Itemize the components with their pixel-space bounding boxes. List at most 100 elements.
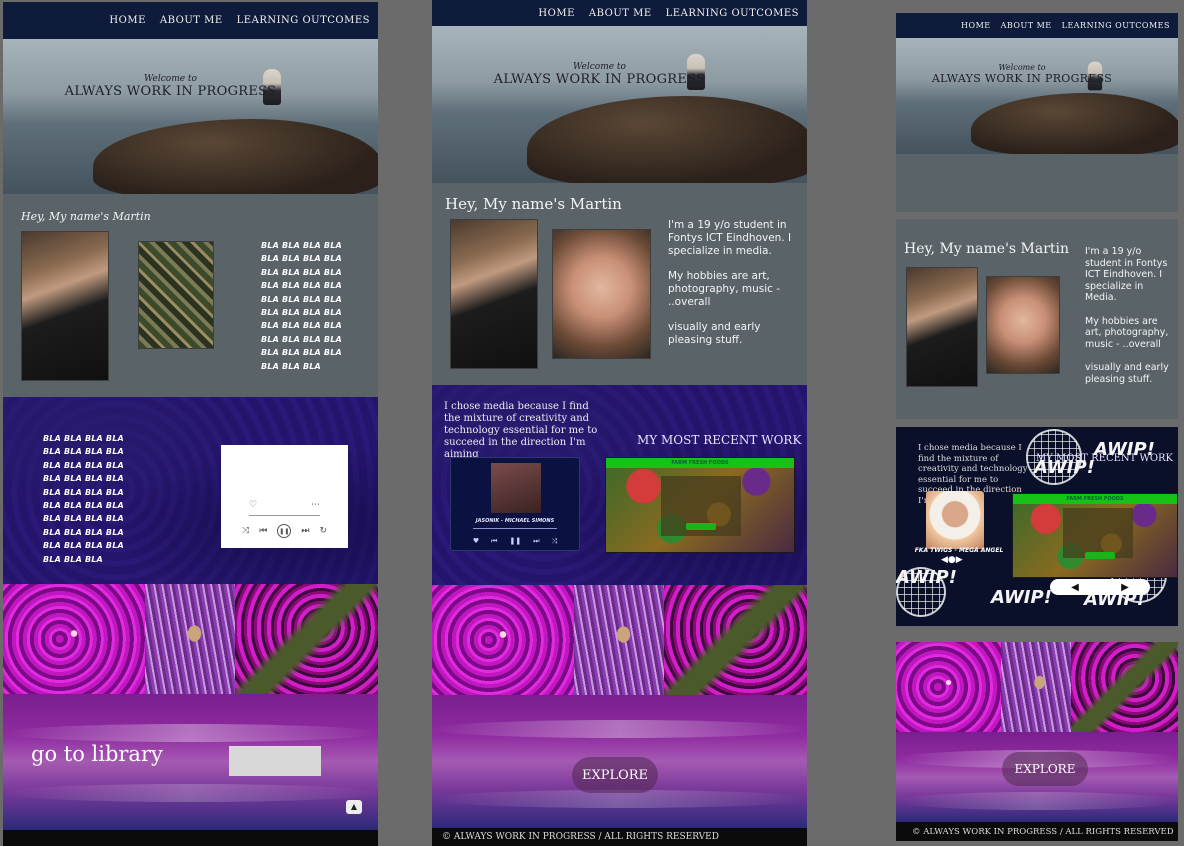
awip-text: AWIP! bbox=[1094, 439, 1155, 460]
prev-icon[interactable]: ⏮ bbox=[259, 526, 268, 536]
about-section: Hey, My name's Martin I'm a 19 y/o stude… bbox=[896, 219, 1178, 419]
photo-gallery bbox=[3, 584, 378, 694]
hero-welcome: Welcome to bbox=[144, 74, 197, 84]
hero-title: Welcome to ALWAYS WORK IN PROGRESS bbox=[432, 62, 807, 87]
nav-home[interactable]: HOME bbox=[538, 7, 575, 19]
hero-person bbox=[263, 69, 281, 105]
recent-work-title: MY MOST RECENT WORK bbox=[1036, 453, 1174, 464]
music-player: ♡ ⋯ ⤨ ⏮ ❚❚ ⏭ ↻ bbox=[221, 445, 348, 548]
scroll-top-icon[interactable]: ▲ bbox=[346, 800, 362, 814]
like-icon[interactable]: ♡ bbox=[249, 500, 258, 510]
about-greeting: Hey, My name's Martin bbox=[445, 195, 622, 213]
placeholder-text-block-2: BLA BLA BLA BLA BLA BLA BLA BLA BLA BLA BL… bbox=[43, 434, 124, 564]
awip-text: AWIP! bbox=[896, 567, 957, 588]
gallery-photo-3 bbox=[1071, 642, 1178, 732]
hero-banner: Welcome to ALWAYS WORK IN PROGRESS bbox=[896, 38, 1178, 154]
pause-icon[interactable]: ❚❚ bbox=[277, 524, 292, 538]
hero-rock bbox=[527, 96, 807, 183]
hero-rock bbox=[93, 119, 378, 194]
menu-icon[interactable]: ⋯ bbox=[311, 500, 320, 510]
gallery-photo-2 bbox=[145, 584, 235, 694]
hero-banner: Welcome to ALWAYS WORK IN PROGRESS bbox=[432, 26, 807, 183]
nav-learning-outcomes[interactable]: LEARNING OUTCOMES bbox=[236, 15, 370, 26]
next-icon[interactable]: ⏭ bbox=[301, 526, 310, 536]
music-player: JASONIK - MICHAEL SIMONS ♥ ⏮ ❚❚ ⏭ ⤨ bbox=[450, 457, 580, 551]
nav-about[interactable]: ABOUT ME bbox=[1000, 21, 1052, 30]
carousel-prev-icon[interactable]: ◀ bbox=[1071, 581, 1079, 593]
nav-home[interactable]: HOME bbox=[961, 21, 991, 30]
leaves-photo bbox=[138, 241, 214, 349]
library-button[interactable] bbox=[229, 746, 321, 776]
pause-icon[interactable]: ❚❚ bbox=[509, 537, 522, 545]
shuffle-icon[interactable]: ⤨ bbox=[242, 526, 250, 536]
farm-fresh-screenshot[interactable]: FARM FRESH FOODS bbox=[605, 457, 795, 553]
farm-fresh-screenshot[interactable]: FARM FRESH FOODS bbox=[1012, 493, 1178, 578]
hero-rock bbox=[971, 93, 1178, 154]
hero-welcome: Welcome to bbox=[998, 63, 1046, 72]
bio-line-1: I'm a 19 y/o student in Fontys ICT Eindh… bbox=[668, 219, 792, 257]
carousel-next-icon[interactable]: ▶ bbox=[1121, 581, 1129, 593]
mockup-version-1: HOME ABOUT ME LEARNING OUTCOMES Welcome … bbox=[3, 2, 378, 846]
placeholder-text-block: BLA BLA BLA BLA BLA BLA BLA BLA BLA BLA BL… bbox=[261, 241, 342, 371]
go-to-library-label: go to library bbox=[31, 742, 163, 766]
media-section: I chose media because I find the mixture… bbox=[432, 385, 807, 585]
hero-title: Welcome to ALWAYS WORK IN PROGRESS bbox=[3, 74, 378, 99]
explore-button[interactable]: EXPLORE bbox=[1002, 752, 1088, 786]
top-nav: HOME ABOUT ME LEARNING OUTCOMES bbox=[432, 0, 807, 26]
gallery-photo-1 bbox=[3, 584, 145, 694]
shuffle-icon[interactable]: ⤨ bbox=[551, 537, 558, 545]
media-section: BLA BLA BLA BLA BLA BLA BLA BLA BLA BLA BL… bbox=[3, 397, 378, 584]
repeat-icon[interactable]: ↻ bbox=[319, 526, 327, 536]
explore-button[interactable]: EXPLORE bbox=[572, 757, 658, 793]
nav-learning-outcomes[interactable]: LEARNING OUTCOMES bbox=[1061, 21, 1170, 30]
nav-learning-outcomes[interactable]: LEARNING OUTCOMES bbox=[665, 7, 799, 19]
progress-bar[interactable] bbox=[473, 528, 557, 529]
bio-line-3: visually and early pleasing stuff. bbox=[668, 321, 761, 346]
next-icon[interactable]: ⏭ bbox=[533, 537, 540, 545]
hero-spacer bbox=[896, 154, 1178, 212]
media-description: I chose media because I find the mixture… bbox=[444, 401, 598, 460]
awip-media-section: AWIP! AWIP! AWIP! AWIP! AWIP! I chose me… bbox=[896, 427, 1178, 626]
selfie-photo bbox=[906, 267, 978, 387]
carousel-controls[interactable]: ◀ ▶ bbox=[1050, 579, 1150, 595]
mockup-version-3: HOME ABOUT ME LEARNING OUTCOMES Welcome … bbox=[896, 13, 1178, 841]
nav-home[interactable]: HOME bbox=[109, 15, 146, 26]
album-cover bbox=[926, 491, 984, 549]
photo-gallery bbox=[896, 642, 1178, 732]
song-title: JASONIK - MICHAEL SIMONS bbox=[475, 518, 555, 524]
farm-header: FARM FRESH FOODS bbox=[606, 458, 794, 468]
hero-brand: ALWAYS WORK IN PROGRESS bbox=[64, 84, 277, 99]
hero-brand: ALWAYS WORK IN PROGRESS bbox=[931, 72, 1113, 85]
bio-line-1: I'm a 19 y/o student in Fontys ICT Eindh… bbox=[1085, 246, 1168, 303]
footer: © ALWAYS WORK IN PROGRESS / ALL RIGHTS R… bbox=[896, 822, 1178, 841]
album-cover bbox=[491, 463, 541, 513]
photo-gallery bbox=[432, 585, 807, 695]
bio-text: I'm a 19 y/o student in Fontys ICT Eindh… bbox=[1085, 246, 1171, 397]
nav-about[interactable]: ABOUT ME bbox=[588, 7, 652, 19]
about-greeting: Hey, My name's Martin bbox=[904, 241, 1070, 257]
like-icon[interactable]: ♥ bbox=[472, 537, 480, 545]
gallery-photo-3 bbox=[235, 584, 378, 694]
explore-section: EXPLORE bbox=[896, 732, 1178, 822]
hero-person bbox=[1087, 61, 1103, 91]
recent-work-title: MY MOST RECENT WORK bbox=[637, 433, 802, 447]
progress-bar[interactable] bbox=[249, 515, 320, 516]
nav-about[interactable]: ABOUT ME bbox=[159, 15, 223, 26]
footer-bar bbox=[3, 830, 378, 846]
gallery-photo-1 bbox=[432, 585, 574, 695]
globe-graphic bbox=[1026, 429, 1082, 485]
hero-welcome: Welcome to bbox=[573, 62, 626, 72]
prev-icon[interactable]: ⏮ bbox=[491, 537, 498, 545]
awip-text: AWIP! bbox=[991, 587, 1052, 608]
farm-header: FARM FRESH FOODS bbox=[1013, 494, 1177, 504]
farm-buy-button bbox=[1085, 552, 1115, 559]
gallery-photo-3 bbox=[664, 585, 807, 695]
awip-text: AWIP! bbox=[1034, 457, 1095, 478]
hero-brand: ALWAYS WORK IN PROGRESS bbox=[493, 72, 706, 87]
gallery-photo-1 bbox=[896, 642, 1001, 732]
player-controls[interactable]: ◀●▶ bbox=[941, 555, 963, 565]
face-photo bbox=[552, 229, 651, 359]
explore-section: EXPLORE bbox=[432, 695, 807, 828]
farm-buy-button bbox=[686, 523, 716, 530]
hero-person bbox=[687, 54, 705, 90]
